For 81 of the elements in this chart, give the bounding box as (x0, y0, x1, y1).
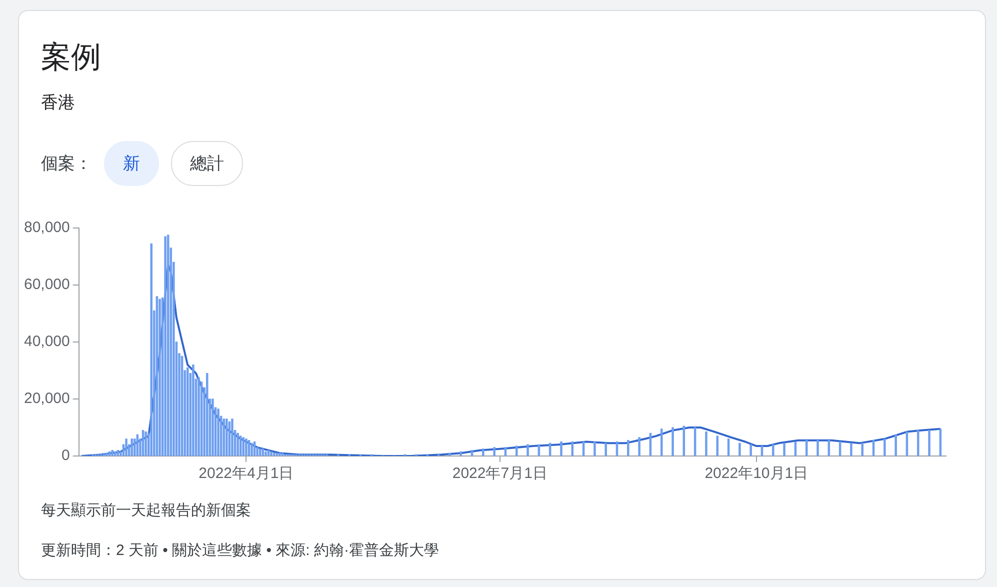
bar (106, 452, 108, 456)
bar (672, 427, 674, 456)
x-tick-label: 2022年7月1日 (452, 465, 548, 482)
x-tick-label: 2022年4月1日 (198, 465, 294, 482)
bar (460, 451, 462, 456)
bar (270, 451, 272, 456)
bar (116, 450, 120, 456)
bar (276, 452, 278, 456)
bar (850, 442, 852, 456)
bar (192, 364, 194, 456)
bar (750, 444, 752, 456)
bar (258, 448, 262, 456)
bar (783, 442, 786, 456)
bar (245, 438, 248, 456)
bar (108, 451, 111, 456)
bar (861, 442, 864, 456)
bar (206, 373, 208, 456)
bar (158, 298, 161, 456)
bar (242, 437, 245, 456)
bar (267, 450, 270, 456)
bar (111, 450, 114, 456)
chart-subtitle: 香港 (41, 92, 75, 114)
bar (134, 438, 136, 456)
text: 更新時間：2 天前 • 關於這些數據 • 來源: 約翰·霍普金斯大學 (41, 541, 440, 560)
bar (705, 431, 708, 456)
bar (130, 438, 133, 456)
bar (226, 418, 228, 456)
y-tick-label: 40,000 (24, 333, 70, 350)
bar (239, 436, 242, 456)
bar (504, 447, 507, 456)
bar (262, 448, 264, 456)
bar (805, 440, 808, 456)
bar (560, 441, 562, 456)
bar (482, 448, 484, 456)
bar (526, 444, 529, 456)
bar (760, 446, 764, 456)
bar (248, 440, 250, 456)
y-tick-label: 60,000 (24, 276, 70, 294)
new-chip: 新 (104, 141, 159, 186)
bar (682, 426, 686, 456)
bar (212, 398, 214, 456)
bar (716, 436, 718, 456)
bar (928, 430, 930, 456)
bar (231, 418, 234, 456)
bar (872, 440, 875, 456)
bar (694, 427, 696, 456)
bar (150, 243, 152, 456)
bar (894, 434, 897, 456)
bar (515, 446, 518, 456)
bar (114, 451, 116, 456)
bar (278, 452, 281, 456)
bar (884, 438, 886, 456)
bar (638, 437, 640, 456)
bar (222, 418, 225, 456)
text: 每天顯示前一天起報告的新個案 (41, 501, 251, 520)
total-chip: 總計 (171, 141, 243, 186)
bar (198, 377, 200, 456)
y-tick-label: 80,000 (24, 219, 70, 236)
chart-title: 案例 (41, 40, 101, 76)
bar (470, 450, 474, 456)
bar (217, 408, 220, 456)
bar (264, 451, 267, 456)
y-tick-label: 0 (62, 447, 70, 464)
bar (493, 447, 496, 456)
text: 個案： (41, 153, 92, 175)
y-tick-label: 20,000 (24, 390, 70, 408)
bar (738, 442, 741, 456)
bar (627, 440, 630, 456)
bar (727, 438, 730, 456)
bar (125, 438, 128, 456)
bar (448, 452, 451, 456)
x-tick-label: 2022年10月1日 (704, 465, 808, 482)
bar (772, 444, 774, 456)
bar (144, 431, 147, 456)
bar (828, 440, 830, 456)
bar (164, 236, 166, 456)
bar (236, 432, 239, 456)
bar (594, 441, 596, 456)
bar (604, 442, 607, 456)
bar (250, 442, 253, 456)
bar (816, 440, 819, 456)
